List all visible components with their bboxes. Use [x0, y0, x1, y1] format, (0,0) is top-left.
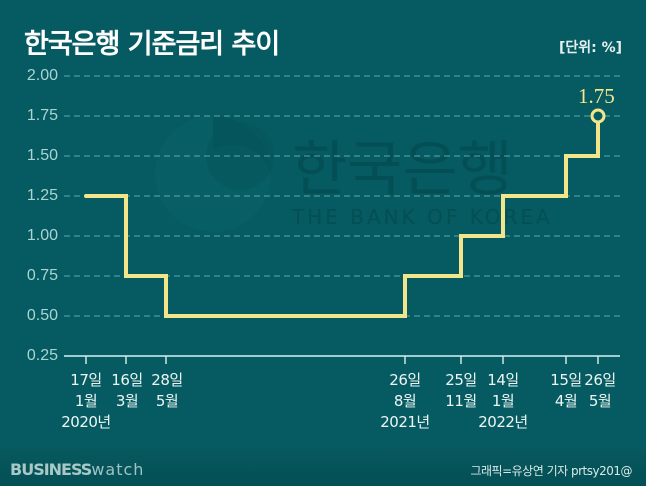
x-tick-label: 17일 1월 2020년	[61, 370, 111, 433]
latest-point-marker	[590, 108, 606, 124]
x-tick-label: 16일 3월	[111, 370, 143, 412]
y-tick-label: 1.25	[26, 187, 58, 204]
brand-bold: BUSINESS	[10, 460, 92, 479]
y-tick-label: 0.25	[26, 347, 58, 364]
y-tick-label: 1.00	[26, 227, 58, 244]
x-label-day: 14일	[487, 371, 519, 389]
businesswatch-logo: BUSINESSwatch	[10, 460, 144, 480]
x-label-day: 16일	[111, 371, 143, 389]
latest-value-label: 1.75	[578, 84, 615, 108]
bank-of-korea-watermark-icon	[155, 116, 274, 232]
x-label-month: 5월	[155, 392, 179, 410]
x-label-month: 5월	[588, 392, 612, 410]
y-tick-label: 1.50	[26, 147, 58, 164]
y-tick-label: 2.00	[26, 67, 58, 84]
x-tick-label: 26일 5월	[584, 370, 616, 412]
x-label-day: 26일	[584, 371, 616, 389]
x-label-month: 3월	[115, 392, 139, 410]
footer-bar	[0, 446, 646, 486]
x-tick-label: 14일 1월 2022년	[478, 370, 528, 433]
x-ticks	[85, 356, 599, 364]
chart-title: 한국은행 기준금리 추이	[24, 29, 280, 60]
graphic-credit: 그래픽=유상연 기자 prtsy201@	[470, 464, 632, 478]
x-label-month: 8월	[393, 392, 417, 410]
x-label-year: 2020년	[61, 413, 111, 431]
x-label-day: 26일	[389, 371, 421, 389]
y-tick-label: 1.75	[26, 107, 58, 124]
x-label-month: 4월	[554, 392, 578, 410]
x-label-year: 2021년	[380, 413, 430, 431]
x-tick-label: 26일 8월 2021년	[380, 370, 430, 433]
x-label-day: 15일	[550, 371, 582, 389]
brand-light: watch	[91, 460, 145, 479]
y-tick-label: 0.50	[26, 307, 58, 324]
x-label-day: 28일	[151, 371, 183, 389]
x-tick-label: 15일 4월	[550, 370, 582, 412]
rate-step-line	[84, 120, 600, 318]
y-tick-label: 0.75	[26, 267, 58, 284]
watermark-korean: 한국은행	[292, 135, 513, 205]
unit-label: [단위: %]	[558, 40, 622, 56]
x-label-month: 1월	[74, 392, 98, 410]
x-label-day: 25일	[445, 371, 477, 389]
x-label-month: 1월	[491, 392, 515, 410]
x-label-month: 11월	[445, 392, 477, 410]
x-label-year: 2022년	[478, 413, 528, 431]
x-tick-label: 25일 11월	[445, 370, 477, 412]
x-label-day: 17일	[70, 371, 102, 389]
watermark-english: THE BANK OF KOREA	[291, 205, 553, 229]
x-tick-label: 28일 5월	[151, 370, 183, 412]
